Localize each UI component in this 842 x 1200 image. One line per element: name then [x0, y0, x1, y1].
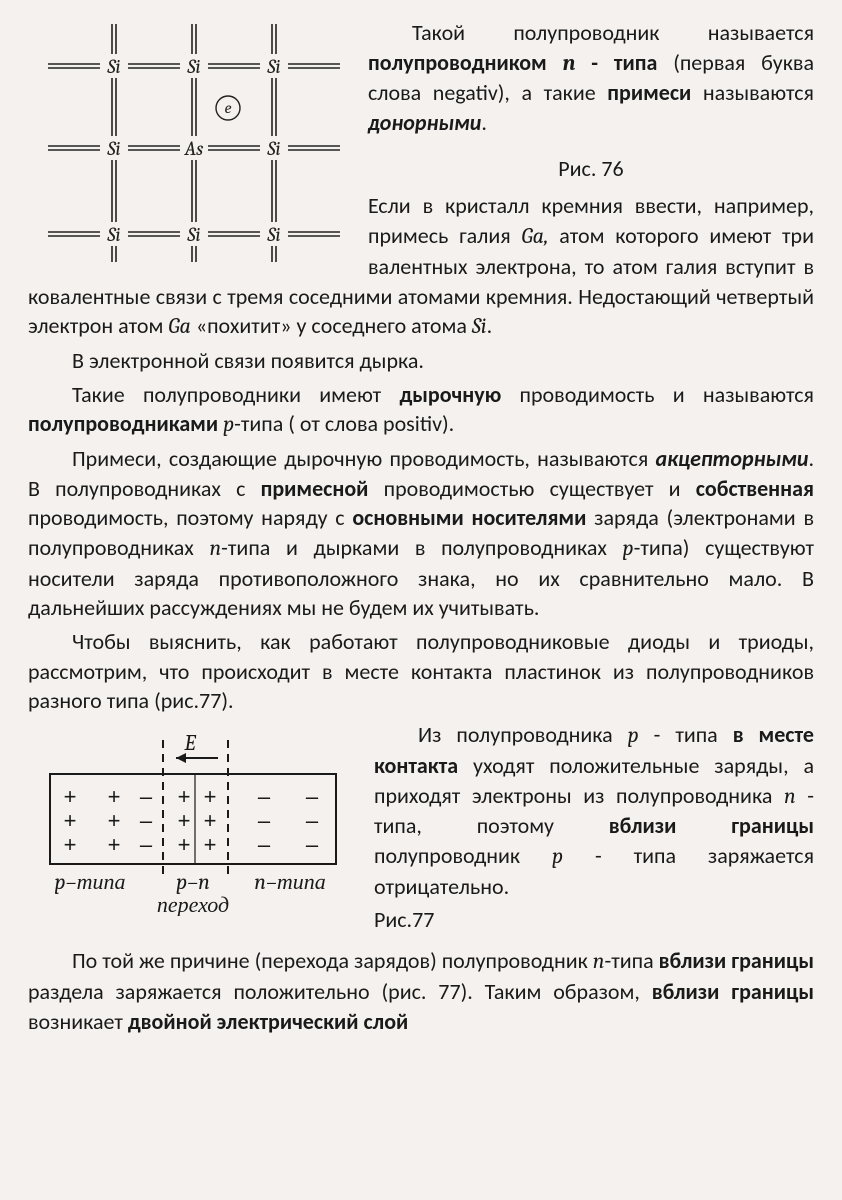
svg-text:+: +: [178, 784, 191, 809]
svg-text:Si: Si: [266, 137, 280, 160]
svg-text:+: +: [108, 832, 121, 857]
section-fig77: E++–++––++–++––++–++––p–типаp–nпереходn–…: [28, 720, 814, 946]
p-italic: p: [223, 411, 234, 437]
text-bold: вблизи границы: [652, 978, 814, 1005]
text: «похитит» у соседнего атома: [191, 312, 472, 339]
svg-text:+: +: [108, 808, 121, 833]
text-bold: полупроводником: [368, 49, 563, 76]
svg-text:–: –: [140, 808, 153, 833]
svg-text:Si: Si: [186, 223, 200, 246]
text-bold: вблизи границы: [609, 812, 814, 839]
text: .: [487, 312, 493, 339]
n-italic: n: [784, 783, 796, 809]
p-italic: p: [628, 722, 639, 748]
text: - типа: [639, 721, 733, 748]
para-8: По той же причине (перехода зарядов) пол…: [28, 946, 814, 1036]
figure-76: Si Si Si Si As Si Si Si Si e: [28, 18, 350, 264]
svg-text:+: +: [178, 808, 191, 833]
text-boldital: донорными: [368, 109, 481, 136]
svg-text:+: +: [108, 784, 121, 809]
svg-text:e: e: [225, 99, 232, 117]
text: проводимость и называются: [501, 381, 814, 408]
svg-text:+: +: [204, 784, 217, 809]
text: полупроводник: [374, 842, 552, 869]
si-italic: Si: [472, 313, 487, 339]
para-5: Примеси, создающие дырочную проводимость…: [28, 444, 814, 623]
text: проводимость, поэтому наряду с: [28, 504, 352, 531]
svg-text:+: +: [178, 832, 191, 857]
svg-text:+: +: [64, 808, 77, 833]
text: проводимостью существует и: [368, 475, 695, 502]
svg-text:+: +: [204, 832, 217, 857]
text-bold: полупроводниками: [28, 410, 223, 437]
text-bold: дырочную: [399, 381, 501, 408]
text: Из полупроводника: [418, 721, 628, 748]
text-bold: основными носителями: [352, 504, 586, 531]
svg-text:–: –: [306, 808, 319, 833]
n-italic: n: [593, 948, 605, 974]
svg-text:–: –: [140, 832, 153, 857]
svg-text:Si: Si: [106, 137, 120, 160]
svg-text:E: E: [183, 730, 196, 756]
text-bold: примеси: [607, 79, 703, 106]
svg-text:–: –: [140, 784, 153, 809]
text: Примеси, создающие дырочную проводимость…: [72, 445, 656, 472]
ga-italic: Ga,: [521, 223, 548, 249]
text: .: [481, 109, 487, 136]
svg-text:–: –: [306, 784, 319, 809]
para-3: В электронной связи появится дырка.: [28, 346, 814, 376]
text: Такие полупроводники имеют: [72, 381, 399, 408]
svg-text:+: +: [64, 832, 77, 857]
svg-text:Si: Si: [266, 55, 280, 78]
text: раздела заряжается положительно (рис. 77…: [28, 978, 652, 1005]
svg-text:+: +: [204, 808, 217, 833]
ga-italic: Ga: [168, 313, 191, 339]
text: -типа и дырками в полупроводниках: [221, 534, 622, 561]
p-italic: p: [623, 535, 634, 561]
text-bold: собственная: [696, 475, 814, 502]
svg-text:Si: Si: [266, 223, 280, 246]
svg-text:–: –: [258, 808, 271, 833]
svg-text:переход: переход: [157, 892, 229, 916]
text: -типа ( от слова positiv).: [234, 410, 454, 437]
pn-svg: E++–++––++–++––++–++––p–типаp–nпереходn–…: [28, 724, 358, 916]
svg-text:As: As: [184, 137, 204, 160]
n-italic: n: [209, 535, 221, 561]
lattice-svg: Si Si Si Si As Si Si Si Si e: [28, 18, 350, 264]
svg-text:–: –: [306, 832, 319, 857]
section-fig76: Si Si Si Si As Si Si Si Si e Такой полупроводник …: [28, 18, 814, 346]
svg-text:–: –: [258, 832, 271, 857]
para-4: Такие полупроводники имеют дырочную пров…: [28, 380, 814, 440]
page: Si Si Si Si As Si Si Si Si e Такой полупроводник …: [0, 0, 842, 1200]
n-italic: n: [563, 50, 576, 76]
text: -типа: [605, 947, 659, 974]
text: По той же причине (перехода зарядов) пол…: [72, 947, 593, 974]
text-bold: вблизи границы: [659, 947, 814, 974]
text: называются: [703, 79, 814, 106]
text: Такой полупроводник называется: [412, 19, 814, 46]
text-bold: примесной: [261, 475, 369, 502]
figure-77: E++–++––++–++––++–++––p–типаp–nпереходn–…: [28, 724, 358, 944]
text-boldital: акцепторными: [656, 445, 809, 472]
svg-text:Si: Si: [186, 55, 200, 78]
text-bold: - типа: [575, 49, 673, 76]
svg-text:Si: Si: [106, 55, 120, 78]
para-6: Чтобы выяснить, как работают полупроводн…: [28, 627, 814, 716]
p-italic: p: [552, 843, 563, 869]
svg-text:Si: Si: [106, 223, 120, 246]
svg-text:–: –: [258, 784, 271, 809]
svg-text:n–типа: n–типа: [254, 869, 326, 895]
text: возникает: [28, 1008, 128, 1035]
svg-text:+: +: [64, 784, 77, 809]
svg-text:p–типа: p–типа: [55, 869, 126, 895]
text-bold: двойной электрический слой: [128, 1008, 408, 1035]
